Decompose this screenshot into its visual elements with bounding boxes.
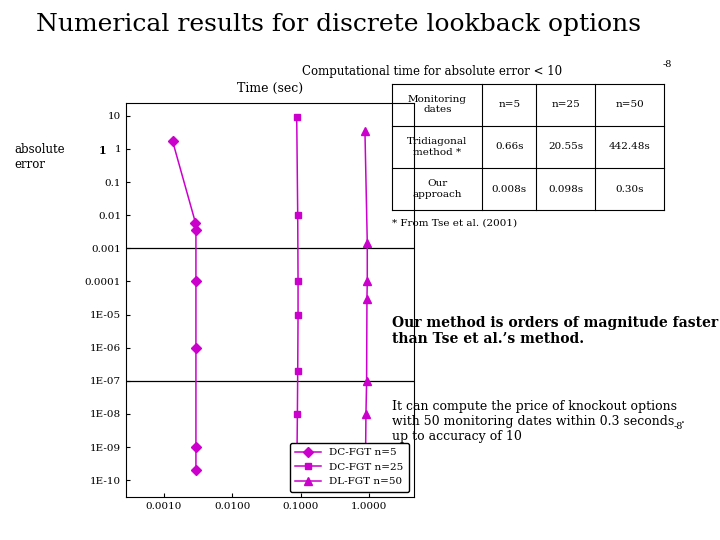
Text: 1: 1: [99, 145, 107, 156]
Text: -8: -8: [673, 422, 683, 431]
Text: Our
approach: Our approach: [413, 179, 462, 199]
Text: It can compute the price of knockout options
with 50 monitoring dates within 0.3: It can compute the price of knockout opt…: [392, 400, 678, 443]
Text: Computational time for absolute error < 10: Computational time for absolute error < …: [302, 65, 562, 78]
Text: .: .: [680, 413, 684, 426]
Text: -8: -8: [662, 60, 672, 69]
Text: Numerical results for discrete lookback options: Numerical results for discrete lookback …: [36, 14, 641, 37]
Text: 0.008s: 0.008s: [492, 185, 527, 193]
Text: Monitoring
dates: Monitoring dates: [408, 95, 467, 114]
Text: Our method is orders of magnitude faster
than Tse et al.’s method.: Our method is orders of magnitude faster…: [392, 316, 719, 346]
Text: Tridiagonal
method *: Tridiagonal method *: [408, 137, 467, 157]
Legend: DC-FGT n=5, DC-FGT n=25, DL-FGT n=50: DC-FGT n=5, DC-FGT n=25, DL-FGT n=50: [289, 443, 409, 491]
Text: 0.66s: 0.66s: [495, 143, 523, 151]
Text: n=25: n=25: [552, 100, 580, 109]
Text: 442.48s: 442.48s: [609, 143, 650, 151]
Text: absolute
error: absolute error: [14, 143, 65, 171]
Text: n=5: n=5: [498, 100, 521, 109]
Text: 20.55s: 20.55s: [549, 143, 583, 151]
Text: 0.098s: 0.098s: [549, 185, 583, 193]
Text: * From Tse et al. (2001): * From Tse et al. (2001): [392, 218, 518, 227]
Text: Time (sec): Time (sec): [237, 82, 303, 94]
Text: 0.30s: 0.30s: [616, 185, 644, 193]
Text: n=50: n=50: [616, 100, 644, 109]
